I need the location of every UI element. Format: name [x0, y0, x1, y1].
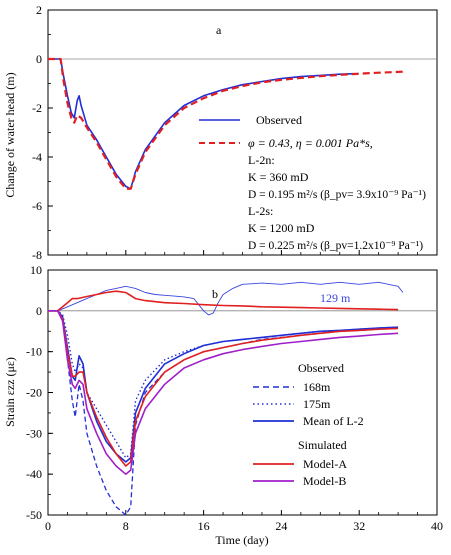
legend-b-mean-label: Mean of L-2	[303, 414, 364, 428]
panel-b-series	[48, 281, 404, 516]
panel-a-x-ticks	[47, 250, 438, 255]
panel-a-frame	[47, 9, 438, 256]
y-tick-label: -10	[26, 345, 42, 359]
panel-b-x-ticks: 0 8 16 24 32 40	[45, 510, 443, 533]
y-tick-label: -20	[26, 386, 42, 400]
panel-a-series	[48, 57, 404, 190]
series-line-model-b	[48, 309, 399, 476]
legend-a-line-1: L-2n:	[248, 153, 275, 167]
legend-a-line-2: K = 360 mD	[248, 170, 309, 184]
series-line-175m	[48, 310, 399, 459]
x-tick-label: 8	[123, 519, 129, 533]
series-line-model-a-upper	[48, 290, 399, 312]
series-line-model-a	[48, 309, 399, 467]
panel-b-y-ticks: 10 0 -10 -20 -30 -40 -50	[26, 263, 53, 522]
y-tick-label: -8	[32, 248, 42, 262]
x-tick-label: 24	[275, 519, 287, 533]
panel-a-y-ticks: 2 0 -2 -4 -6 -8	[32, 3, 53, 262]
y-tick-label: -4	[32, 150, 42, 164]
x-tick-label: 16	[198, 519, 210, 533]
y-tick-label: -30	[26, 426, 42, 440]
panel-b-frame	[47, 269, 438, 516]
panel-b-legend: Observed 168m 175m Mean of L-2 Simulated…	[253, 361, 364, 488]
legend-a-line-3: D = 0.195 m²/s (β_pv= 3.9x10⁻⁹ Pa⁻¹)	[248, 189, 426, 201]
panel-b-label: b	[212, 287, 218, 301]
legend-b-simulated-header: Simulated	[298, 438, 347, 452]
y-tick-label: -40	[26, 467, 42, 481]
panel-b: 10 0 -10 -20 -30 -40 -50 0 8 16 24 32 40 b 129 m St…	[3, 263, 443, 547]
panel-a-legend: Observed φ = 0.43, η = 0.001 Pa*s, L-2n:…	[199, 113, 426, 252]
legend-b-model-b-label: Model-B	[303, 474, 346, 488]
legend-a-line-6: D = 0.225 m²/s (β_pv=1.2x10⁻⁹ Pa⁻¹)	[248, 240, 423, 252]
panel-a: 2 0 -2 -4 -6 -8 a Change of water head (m) Ob…	[3, 3, 438, 262]
legend-b-175m-label: 175m	[303, 397, 331, 411]
legend-a-line-4: L-2s:	[248, 204, 273, 218]
panel-a-y-axis-label: Change of water head (m)	[3, 72, 17, 197]
legend-a-observed-label: Observed	[256, 113, 302, 127]
panel-a-label: a	[216, 23, 222, 37]
legend-b-model-a-label: Model-A	[303, 457, 347, 471]
y-tick-label: -2	[32, 101, 42, 115]
panel-b-y-axis-label: Strain εzz (με)	[3, 357, 17, 427]
y-tick-label: 2	[36, 3, 42, 17]
x-tick-label: 40	[431, 519, 443, 533]
legend-a-line-5: K = 1200 mD	[248, 221, 315, 235]
panel-b-annotation-129m: 129 m	[320, 291, 351, 305]
x-tick-label: 32	[353, 519, 365, 533]
series-line-mean-of-l-2	[48, 309, 399, 463]
panel-b-x-axis-label: Time (day)	[215, 533, 268, 547]
legend-b-168m-label: 168m	[303, 380, 331, 394]
y-tick-label: -6	[32, 199, 42, 213]
series-line-0-43-0-001-pa-s	[48, 57, 404, 190]
legend-b-observed-header: Observed	[298, 361, 344, 375]
y-tick-label: 0	[36, 304, 42, 318]
legend-a-sim-label: φ = 0.43, η = 0.001 Pa*s,	[248, 136, 373, 150]
y-tick-label: 0	[36, 52, 42, 66]
y-tick-label: 10	[30, 263, 42, 277]
y-tick-label: -50	[26, 508, 42, 522]
x-tick-label: 0	[45, 519, 51, 533]
